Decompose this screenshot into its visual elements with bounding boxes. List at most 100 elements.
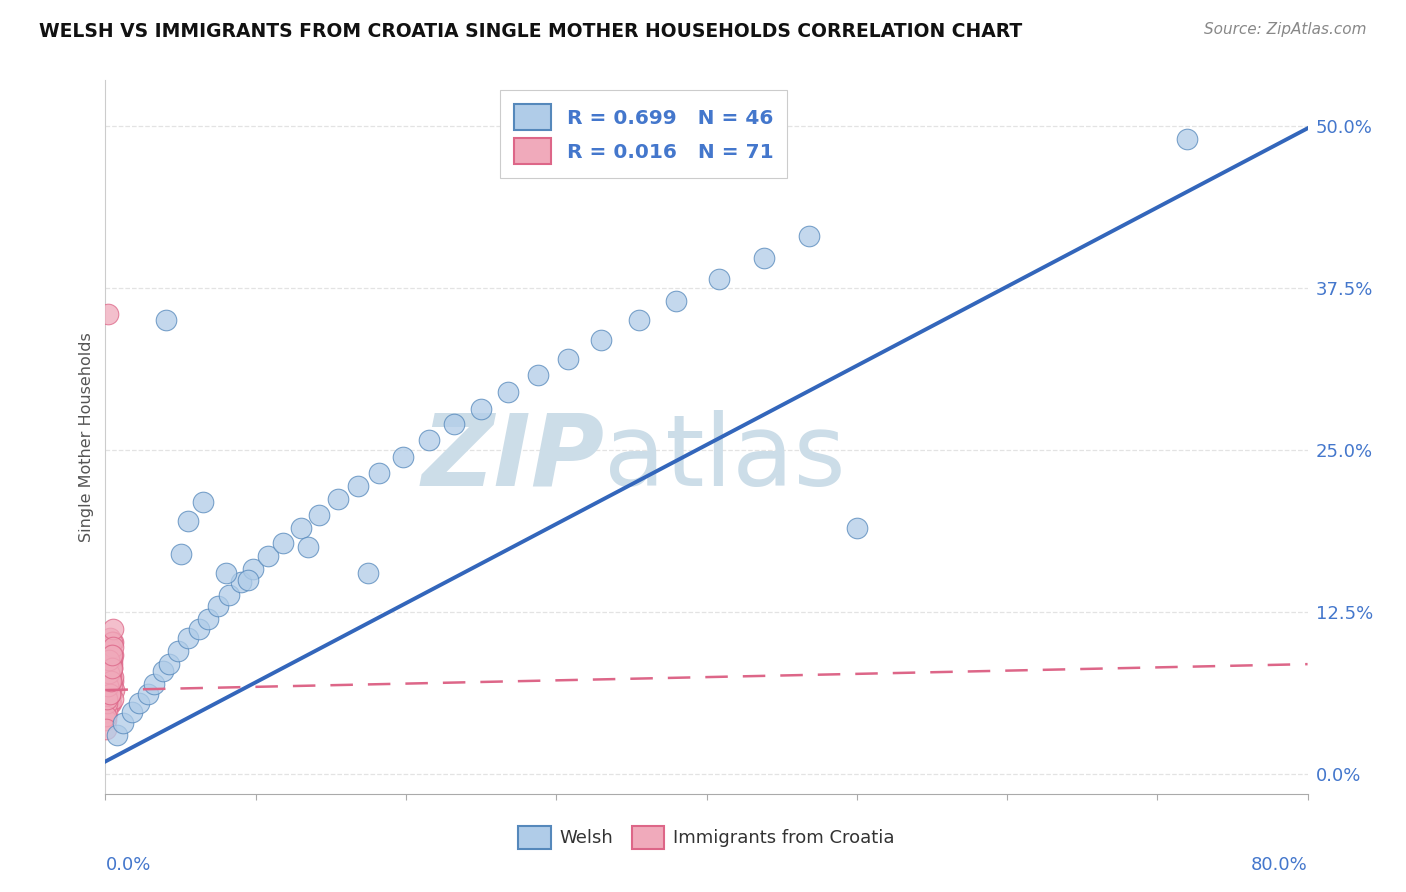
Point [97, 653, 120, 667]
Point [100, 673, 122, 688]
Point [142, 676, 165, 690]
Point [197, 612, 219, 626]
Point [101, 679, 124, 693]
Point [470, 401, 492, 416]
Point [94, 692, 117, 706]
Point [214, 566, 236, 581]
Point [527, 368, 550, 382]
Text: Source: ZipAtlas.com: Source: ZipAtlas.com [1204, 22, 1367, 37]
Point [169, 547, 191, 561]
Point [557, 352, 579, 367]
Point [96, 705, 118, 719]
Point [96, 683, 118, 698]
Point [368, 467, 391, 481]
Point [101, 640, 124, 655]
Point [100, 648, 122, 662]
Point [98, 631, 121, 645]
Point [97, 673, 120, 688]
Point [96, 657, 118, 672]
Point [101, 653, 124, 667]
Text: 80.0%: 80.0% [1251, 856, 1308, 874]
Point [96, 644, 118, 658]
Point [845, 521, 868, 535]
Point [94, 722, 117, 736]
Point [98, 696, 121, 710]
Point [187, 622, 209, 636]
Point [96, 687, 118, 701]
Point [100, 661, 122, 675]
Point [290, 521, 312, 535]
Point [96, 692, 118, 706]
Point [100, 661, 122, 675]
Point [100, 661, 122, 675]
Point [96, 679, 118, 693]
Point [155, 313, 177, 327]
Point [177, 631, 200, 645]
Point [100, 666, 122, 681]
Point [191, 495, 214, 509]
Point [357, 566, 380, 581]
Point [98, 648, 121, 662]
Point [97, 666, 120, 681]
Point [752, 251, 775, 265]
Point [103, 683, 125, 698]
Point [443, 417, 465, 431]
Text: WELSH VS IMMIGRANTS FROM CROATIA SINGLE MOTHER HOUSEHOLDS CORRELATION CHART: WELSH VS IMMIGRANTS FROM CROATIA SINGLE … [39, 22, 1022, 41]
Point [94, 713, 117, 727]
Point [97, 661, 120, 675]
Point [591, 333, 613, 347]
Point [100, 666, 122, 681]
Point [96, 666, 118, 681]
Y-axis label: Single Mother Households: Single Mother Households [79, 332, 94, 542]
Point [97, 692, 120, 706]
Point [665, 293, 688, 308]
Point [96, 683, 118, 698]
Point [98, 640, 121, 655]
Point [107, 729, 129, 743]
Point [101, 670, 124, 684]
Point [96, 709, 118, 723]
Text: atlas: atlas [605, 410, 846, 507]
Point [98, 648, 121, 662]
Point [121, 705, 143, 719]
Point [347, 479, 370, 493]
Point [100, 644, 122, 658]
Point [177, 515, 200, 529]
Point [136, 687, 159, 701]
Text: ZIP: ZIP [422, 410, 605, 507]
Point [103, 635, 125, 649]
Point [97, 657, 120, 672]
Point [328, 492, 350, 507]
Point [242, 562, 264, 576]
Point [97, 683, 120, 698]
Point [101, 648, 124, 662]
Point [100, 661, 122, 675]
Point [101, 673, 124, 688]
Point [308, 508, 330, 522]
Point [96, 709, 118, 723]
Point [101, 622, 124, 636]
Point [207, 599, 229, 613]
Point [97, 666, 120, 681]
Point [256, 549, 278, 564]
Point [100, 657, 122, 672]
Point [98, 653, 121, 667]
Point [101, 648, 124, 662]
Point [218, 588, 240, 602]
Point [96, 696, 118, 710]
Point [98, 653, 121, 667]
Point [98, 687, 121, 701]
Point [100, 673, 122, 688]
Point [418, 433, 440, 447]
Point [98, 687, 121, 701]
Point [152, 664, 174, 678]
Point [100, 653, 122, 667]
Point [100, 673, 122, 688]
Point [392, 450, 415, 464]
Point [157, 657, 180, 672]
Point [97, 670, 120, 684]
Point [112, 715, 135, 730]
Point [96, 692, 118, 706]
Point [98, 673, 121, 688]
Point [97, 679, 120, 693]
